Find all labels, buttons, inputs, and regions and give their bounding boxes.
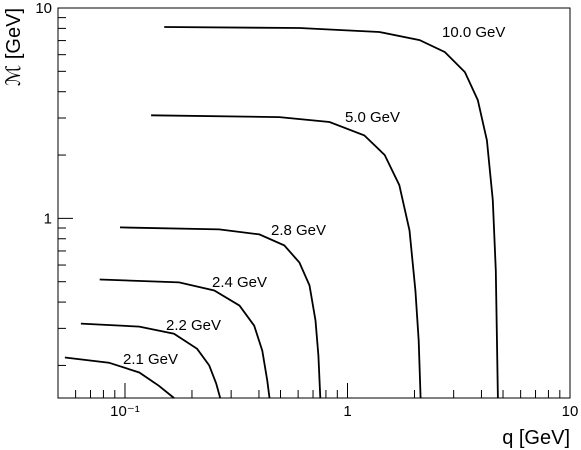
curve-label: 2.4 GeV <box>212 274 267 291</box>
x-tick-label: 10⁻¹ <box>110 403 140 420</box>
curve <box>64 356 175 399</box>
curve <box>151 114 422 399</box>
curve-label: 2.2 GeV <box>166 317 221 334</box>
curve <box>80 322 222 399</box>
curve <box>99 278 271 399</box>
y-axis-label: ℳ [GeV] <box>3 8 25 86</box>
curve-label: 2.1 GeV <box>123 351 178 368</box>
x-tick-label: 1 <box>343 403 351 420</box>
plot-frame <box>57 7 571 399</box>
x-axis-label: q [GeV] <box>502 427 570 449</box>
y-tick-label: 1 <box>44 210 52 227</box>
y-tick-label: 10 <box>35 0 52 17</box>
curve-label: 5.0 GeV <box>345 109 400 126</box>
curve <box>119 226 322 399</box>
x-tick-label: 10 <box>562 403 579 420</box>
curve-label: 2.8 GeV <box>271 222 326 239</box>
curve-label: 10.0 GeV <box>442 24 505 41</box>
curve <box>164 26 499 399</box>
